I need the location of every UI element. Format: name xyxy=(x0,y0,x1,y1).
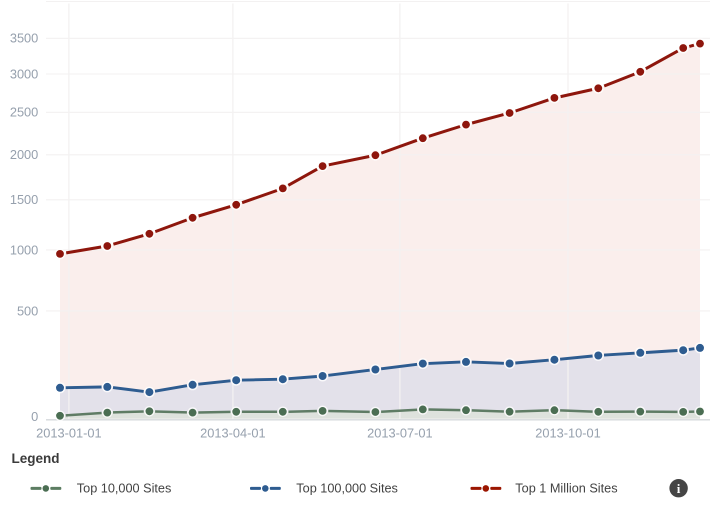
svg-text:Legend: Legend xyxy=(12,451,60,466)
svg-text:500: 500 xyxy=(17,303,38,318)
svg-text:Top 100,000 Sites: Top 100,000 Sites xyxy=(296,481,398,495)
svg-text:i: i xyxy=(677,481,681,496)
svg-text:2013-07-01: 2013-07-01 xyxy=(367,425,432,440)
svg-text:3000: 3000 xyxy=(10,66,38,81)
svg-text:1500: 1500 xyxy=(10,192,38,207)
svg-text:2013-10-01: 2013-10-01 xyxy=(535,425,600,440)
svg-text:2500: 2500 xyxy=(10,105,38,120)
svg-text:Top 1 Million Sites: Top 1 Million Sites xyxy=(515,481,617,495)
svg-text:3500: 3500 xyxy=(10,31,38,46)
svg-text:Top 10,000 Sites: Top 10,000 Sites xyxy=(77,481,172,495)
svg-text:1000: 1000 xyxy=(10,242,38,257)
svg-text:0: 0 xyxy=(31,409,38,424)
svg-text:2013-01-01: 2013-01-01 xyxy=(36,425,101,440)
svg-text:2000: 2000 xyxy=(10,147,38,162)
svg-text:2013-04-01: 2013-04-01 xyxy=(200,425,265,440)
